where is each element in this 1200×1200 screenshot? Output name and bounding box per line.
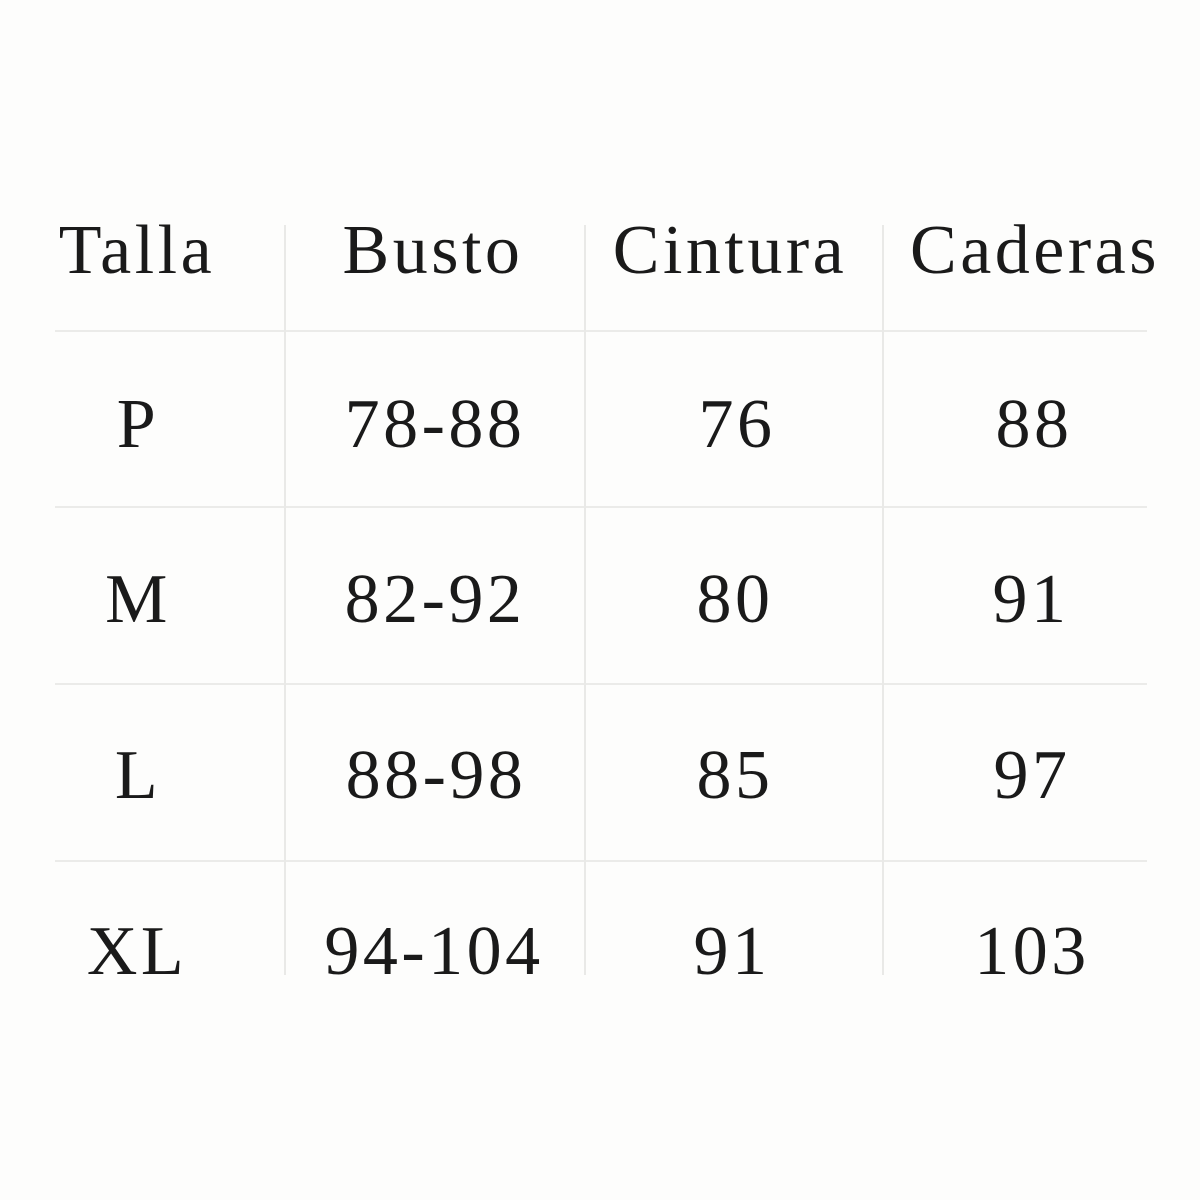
cell-xl-cintura: 91	[693, 913, 771, 990]
cell-xl-talla: XL	[86, 913, 188, 990]
cell-xl-caderas: 103	[974, 913, 1090, 990]
grid-line-vertical-1	[284, 225, 286, 975]
cell-l-cintura: 85	[696, 737, 774, 814]
cell-p-caderas: 88	[995, 386, 1073, 463]
cell-l-talla: L	[114, 737, 162, 814]
cell-xl-busto: 94-104	[324, 913, 544, 990]
grid-line-vertical-2	[584, 225, 586, 975]
cell-p-busto: 78-88	[344, 386, 526, 463]
column-header-cintura: Cintura	[612, 212, 848, 289]
cell-m-talla: M	[105, 561, 171, 638]
cell-p-talla: P	[116, 386, 160, 463]
grid-line-vertical-3	[882, 225, 884, 975]
cell-l-caderas: 97	[993, 737, 1071, 814]
grid-line-horizontal-1	[55, 330, 1147, 332]
cell-m-caderas: 91	[992, 561, 1070, 638]
column-header-talla: Talla	[58, 212, 216, 289]
grid-line-horizontal-3	[55, 683, 1147, 685]
column-header-busto: Busto	[342, 212, 524, 289]
grid-line-horizontal-4	[55, 860, 1147, 862]
cell-p-cintura: 76	[698, 386, 776, 463]
cell-l-busto: 88-98	[345, 737, 527, 814]
cell-m-busto: 82-92	[344, 561, 526, 638]
cell-m-cintura: 80	[696, 561, 774, 638]
column-header-caderas: Caderas	[910, 212, 1160, 289]
grid-line-horizontal-2	[55, 506, 1147, 508]
